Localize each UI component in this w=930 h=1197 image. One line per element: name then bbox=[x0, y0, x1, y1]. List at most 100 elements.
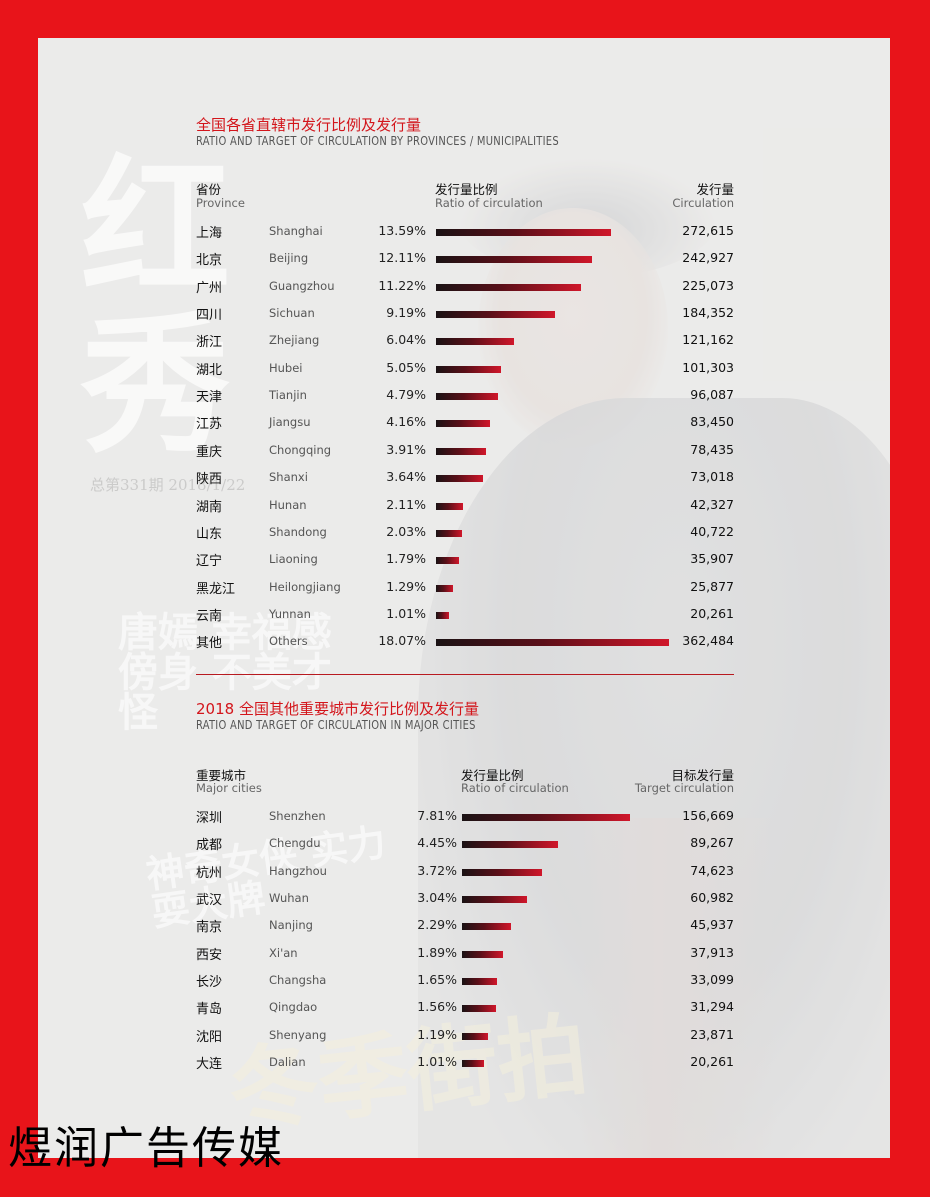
province-name-cn: 辽宁 bbox=[196, 554, 223, 570]
city-ratio-label: 1.01% bbox=[417, 1054, 457, 1070]
province-row: 湖北 Hubei 5.05% 101,303 bbox=[38, 357, 890, 384]
province-ratio-bar bbox=[436, 365, 501, 373]
city-ratio-bar bbox=[462, 814, 630, 821]
city-row: 武汉 Wuhan 3.04% 60,982 bbox=[38, 887, 890, 914]
province-circulation-value: 83,450 bbox=[690, 414, 734, 430]
province-ratio-label: 4.16% bbox=[386, 414, 426, 430]
province-row: 江苏 Jiangsu 4.16% 83,450 bbox=[38, 411, 890, 438]
province-circulation-value: 184,352 bbox=[682, 305, 734, 321]
province-ratio-bar bbox=[436, 338, 514, 346]
province-name-cn: 浙江 bbox=[196, 335, 223, 351]
province-name-cn: 江苏 bbox=[196, 417, 223, 433]
province-name-cn: 云南 bbox=[196, 608, 223, 624]
province-name-cn: 湖南 bbox=[196, 499, 223, 515]
province-ratio-bar bbox=[436, 529, 462, 537]
header-circulation-cn: 发行量 bbox=[696, 182, 734, 197]
province-row: 上海 Shanghai 13.59% 272,615 bbox=[38, 220, 890, 247]
city-name-cn: 杭州 bbox=[196, 865, 223, 881]
province-name-en: Shanxi bbox=[269, 470, 308, 485]
province-ratio-bar bbox=[436, 639, 669, 647]
header-target-en: Target circulation bbox=[634, 781, 734, 795]
province-ratio-bar bbox=[436, 611, 449, 619]
header-city-en: Major cities bbox=[196, 781, 262, 795]
province-circulation-value: 242,927 bbox=[682, 250, 734, 266]
province-circulation-value: 362,484 bbox=[682, 633, 734, 649]
city-name-en: Shenyang bbox=[269, 1027, 327, 1042]
province-name-en: Zhejiang bbox=[269, 333, 320, 348]
city-circulation-value: 37,913 bbox=[690, 944, 734, 960]
header-ratio-en: Ratio of circulation bbox=[435, 196, 543, 210]
province-name-cn: 天津 bbox=[196, 390, 223, 406]
province-row: 山东 Shandong 2.03% 40,722 bbox=[38, 521, 890, 548]
province-row: 云南 Yunnan 1.01% 20,261 bbox=[38, 603, 890, 630]
city-circulation-value: 33,099 bbox=[690, 972, 734, 988]
issue-text-watermark: 总第331期 2018/1/22 bbox=[90, 476, 246, 494]
section-title-provinces: 全国各省直辖市发行比例及发行量 bbox=[196, 116, 422, 134]
cover-line-watermark-1: 唐嫣 幸福感傍身 不美才怪 bbox=[118, 609, 332, 736]
city-circulation-value: 20,261 bbox=[690, 1054, 734, 1070]
province-ratio-label: 6.04% bbox=[386, 332, 426, 348]
city-name-cn: 西安 bbox=[196, 947, 223, 963]
city-row: 深圳 Shenzhen 7.81% 156,669 bbox=[38, 805, 890, 832]
province-ratio-bar bbox=[436, 584, 453, 592]
background-chair-shape bbox=[578, 818, 778, 1158]
background-veil bbox=[38, 38, 890, 1158]
province-ratio-bar bbox=[436, 393, 498, 401]
province-row: 四川 Sichuan 9.19% 184,352 bbox=[38, 302, 890, 329]
city-name-en: Changsha bbox=[269, 973, 327, 988]
magazine-title-watermark: 红秀 bbox=[55, 148, 231, 464]
city-row: 青岛 Qingdao 1.56% 31,294 bbox=[38, 996, 890, 1023]
province-ratio-label: 18.07% bbox=[378, 633, 426, 649]
province-ratio-label: 2.11% bbox=[386, 496, 426, 512]
province-name-en: Tianjin bbox=[269, 388, 307, 403]
city-row: 杭州 Hangzhou 3.72% 74,623 bbox=[38, 860, 890, 887]
province-ratio-label: 1.01% bbox=[386, 605, 426, 621]
city-row: 长沙 Changsha 1.65% 33,099 bbox=[38, 969, 890, 996]
city-row: 南京 Nanjing 2.29% 45,937 bbox=[38, 914, 890, 941]
city-name-en: Xi'an bbox=[269, 945, 298, 960]
city-name-en: Qingdao bbox=[269, 1000, 318, 1015]
city-ratio-bar bbox=[462, 923, 511, 931]
city-row: 沈阳 Shenyang 1.19% 23,871 bbox=[38, 1024, 890, 1051]
header-city-ratio-en: Ratio of circulation bbox=[461, 781, 569, 795]
province-circulation-value: 25,877 bbox=[690, 578, 734, 594]
city-circulation-value: 156,669 bbox=[682, 808, 734, 823]
province-circulation-value: 225,073 bbox=[682, 277, 734, 293]
province-name-en: Shandong bbox=[269, 524, 327, 539]
city-ratio-label: 1.56% bbox=[417, 999, 457, 1015]
city-ratio-label: 2.29% bbox=[417, 917, 457, 933]
city-circulation-value: 31,294 bbox=[690, 999, 734, 1015]
province-ratio-bar bbox=[436, 283, 581, 291]
section-subtitle-cities: RATIO AND TARGET OF CIRCULATION IN MAJOR… bbox=[196, 718, 476, 732]
province-row: 陕西 Shanxi 3.64% 73,018 bbox=[38, 466, 890, 493]
city-ratio-bar bbox=[462, 1060, 484, 1068]
city-ratio-bar bbox=[462, 950, 503, 958]
header-circulation-en: Circulation bbox=[672, 196, 734, 210]
city-ratio-bar bbox=[462, 896, 527, 904]
province-circulation-value: 96,087 bbox=[690, 387, 734, 403]
province-circulation-value: 272,615 bbox=[682, 223, 734, 238]
infographic-panel: 红秀 总第331期 2018/1/22 唐嫣 幸福感傍身 不美才怪 神奇女侠 实… bbox=[38, 38, 890, 1158]
city-name-cn: 深圳 bbox=[196, 811, 223, 826]
province-name-en: Yunnan bbox=[269, 606, 311, 621]
header-city-ratio-cn: 发行量比例 bbox=[461, 768, 524, 783]
province-name-cn: 其他 bbox=[196, 636, 223, 652]
header-province-cn: 省份 bbox=[196, 182, 222, 197]
province-name-en: Chongqing bbox=[269, 442, 332, 457]
city-row: 成都 Chengdu 4.45% 89,267 bbox=[38, 832, 890, 859]
city-name-cn: 南京 bbox=[196, 920, 223, 936]
city-ratio-bar bbox=[462, 1032, 488, 1040]
city-name-en: Chengdu bbox=[269, 836, 321, 851]
province-ratio-label: 11.22% bbox=[378, 277, 426, 293]
province-row: 湖南 Hunan 2.11% 42,327 bbox=[38, 494, 890, 521]
section-divider bbox=[196, 674, 734, 675]
province-ratio-label: 13.59% bbox=[378, 223, 426, 238]
province-row: 辽宁 Liaoning 1.79% 35,907 bbox=[38, 548, 890, 575]
city-name-cn: 长沙 bbox=[196, 975, 223, 991]
province-name-en: Hubei bbox=[269, 360, 303, 375]
city-circulation-value: 23,871 bbox=[690, 1026, 734, 1042]
province-circulation-value: 42,327 bbox=[690, 496, 734, 512]
province-ratio-bar bbox=[436, 557, 459, 565]
province-name-en: Jiangsu bbox=[269, 415, 311, 430]
province-name-en: Liaoning bbox=[269, 552, 318, 567]
